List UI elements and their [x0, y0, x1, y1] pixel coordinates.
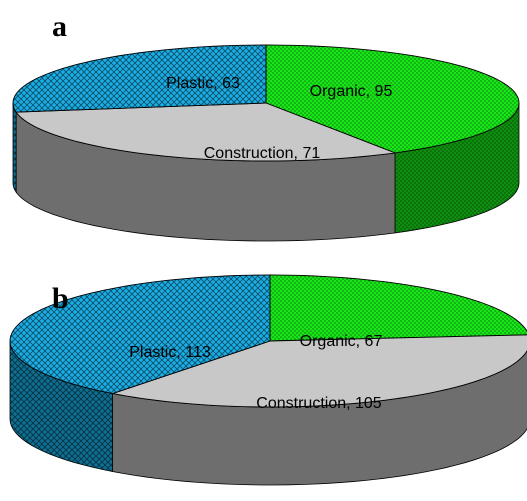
slice-pattern-organic: [266, 45, 519, 153]
slice-side-pattern-plastic: [10, 341, 113, 472]
slice-construction: [110, 334, 527, 408]
panel-label: a: [52, 10, 67, 43]
slice-pattern-plastic: [10, 275, 271, 394]
slice-label-construction: Construction, 105: [256, 395, 382, 412]
slice-label-plastic: Plastic, 113: [129, 344, 211, 361]
panel-label: b: [52, 282, 69, 315]
slice-pattern-plastic: [13, 45, 267, 113]
slice-label-construction: Construction, 71: [204, 145, 321, 162]
slice-label-organic: Organic, 95: [310, 83, 393, 100]
pie-panel-b: Organic, 67 Construction, 105 Plastic, 113…: [9, 274, 527, 486]
slice-side-pattern-organic: [395, 103, 519, 233]
pie-panel-a: Organic, 95 Construction, 71 Plastic, 63 a: [12, 10, 520, 242]
slice-label-organic: Organic, 67: [300, 333, 383, 350]
slice-construction: [15, 102, 396, 162]
slice-label-plastic: Plastic, 63: [166, 75, 240, 92]
slice-pattern-organic: [270, 275, 527, 341]
slice-side-pattern-plastic: [13, 103, 17, 193]
